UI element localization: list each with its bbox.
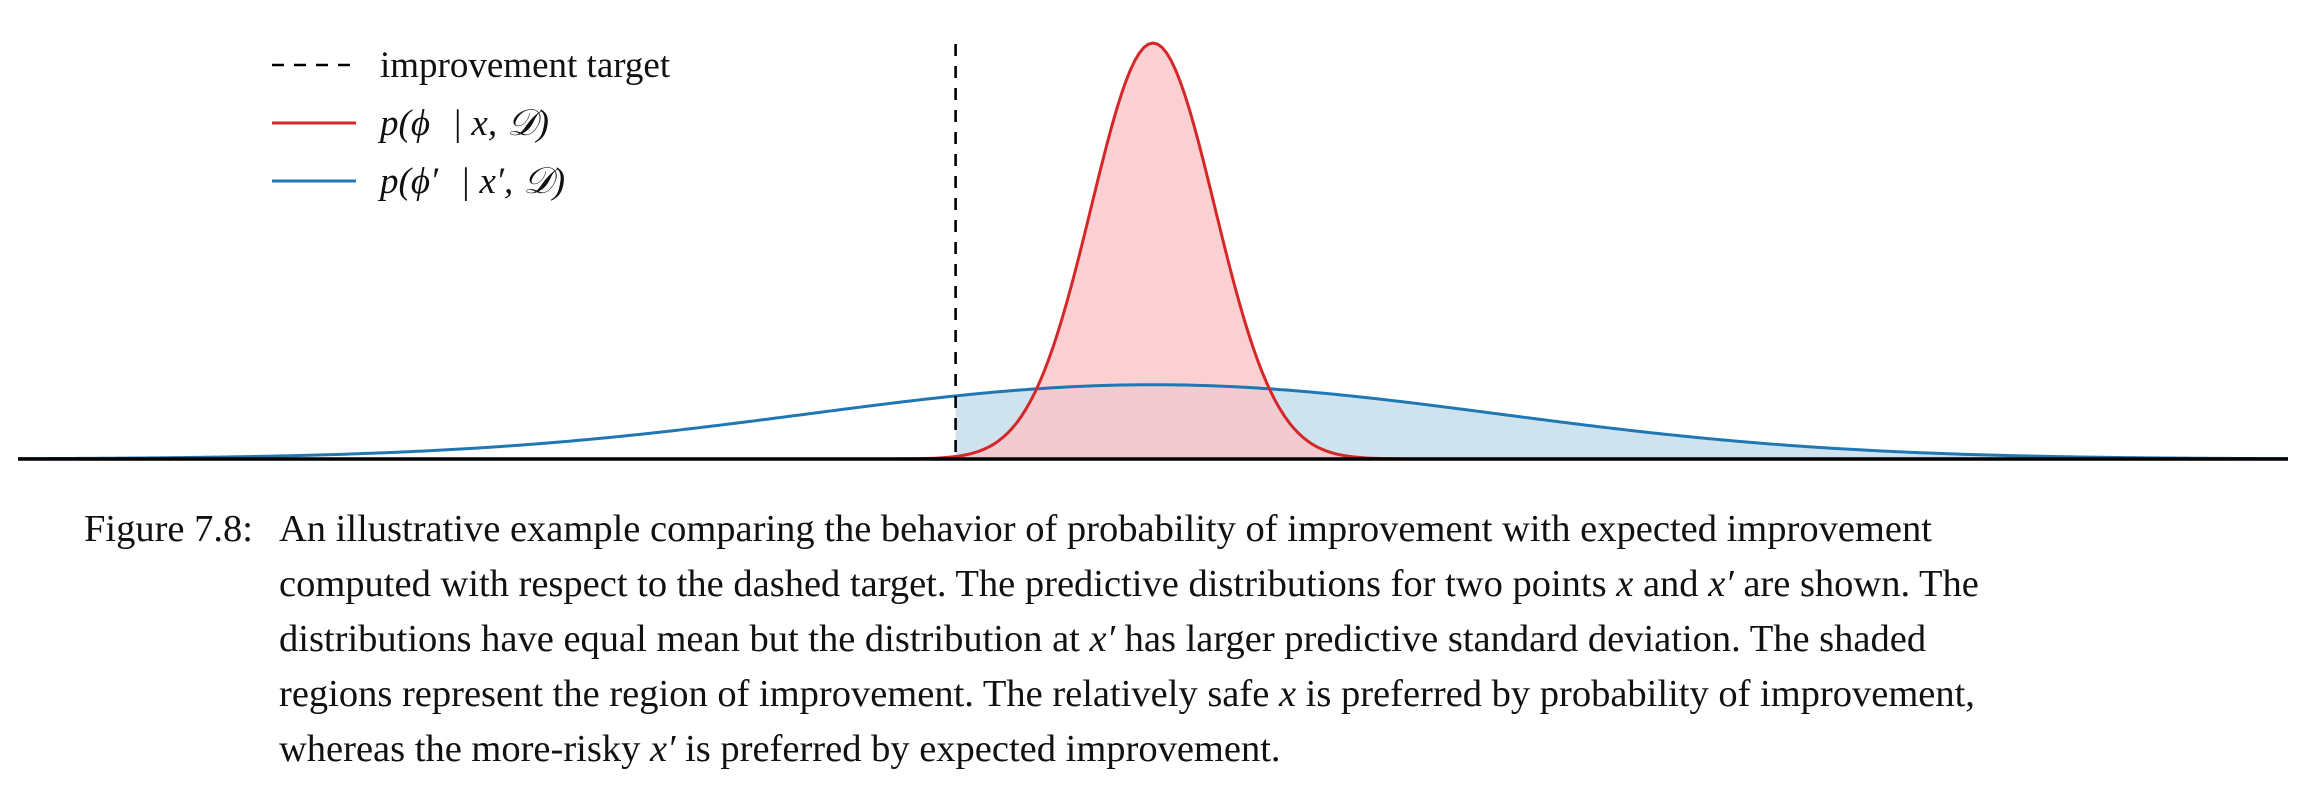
caption-line: An illustrative example comparing the be… xyxy=(279,508,1932,550)
legend-label-target: improvement target xyxy=(380,45,671,86)
legend-label-series-1: p(ϕ | x, 𝒟) xyxy=(377,103,549,144)
caption-math: x xyxy=(1616,563,1634,605)
caption-line: distributions have equal mean but the di… xyxy=(279,618,1927,660)
caption-line: whereas the more-risky x′ is preferred b… xyxy=(279,728,1281,770)
caption-math: x xyxy=(1278,673,1297,715)
caption-math: x′ xyxy=(1708,563,1734,605)
legend: improvement target p(ϕ | x, 𝒟) p(ϕ′ | x′, 𝒟) xyxy=(272,45,671,202)
improvement-region-series-1 xyxy=(955,43,2289,459)
caption-body: An illustrative example comparing the be… xyxy=(279,502,2229,777)
chart: improvement target p(ϕ | x, 𝒟) p(ϕ′ | x′, 𝒟) xyxy=(17,41,2289,461)
caption-math: x′ xyxy=(649,728,676,770)
density-curve-series-2 xyxy=(17,383,2289,461)
caption-line: computed with respect to the dashed targ… xyxy=(279,563,1979,605)
legend-label-series-2: p(ϕ′ | x′, 𝒟) xyxy=(377,161,565,202)
caption-math: x′ xyxy=(1089,618,1116,660)
caption-label: Figure 7.8: xyxy=(84,508,253,550)
figure: improvement target p(ϕ | x, 𝒟) p(ϕ′ | x′, 𝒟) xyxy=(17,41,2289,461)
caption-line: regions represent the region of improvem… xyxy=(279,673,1975,715)
